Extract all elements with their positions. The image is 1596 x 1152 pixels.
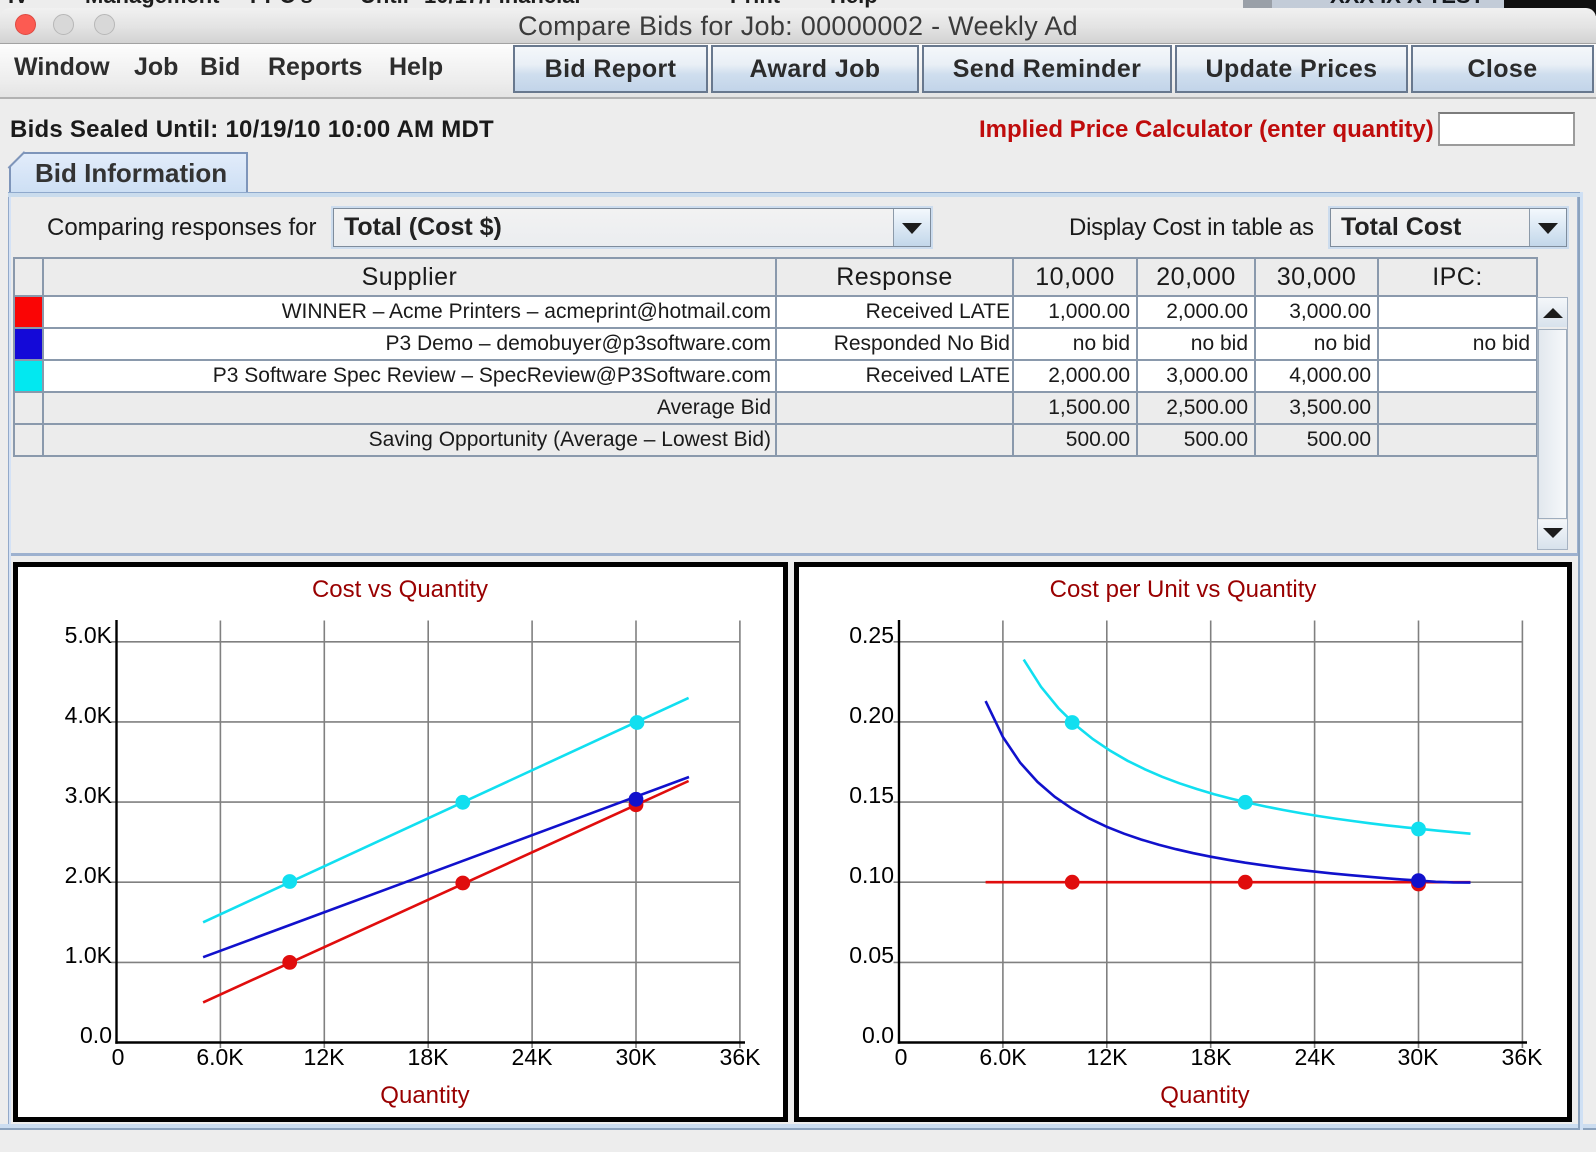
- svg-text:0.05: 0.05: [849, 942, 894, 968]
- svg-text:0: 0: [112, 1044, 125, 1070]
- svg-text:2.0K: 2.0K: [65, 862, 113, 888]
- svg-text:0: 0: [895, 1044, 908, 1070]
- svg-text:24K: 24K: [512, 1044, 554, 1070]
- svg-text:4.0K: 4.0K: [65, 702, 113, 728]
- svg-text:0.20: 0.20: [849, 702, 894, 728]
- svg-text:0.0: 0.0: [862, 1022, 894, 1048]
- svg-text:6.0K: 6.0K: [979, 1044, 1027, 1070]
- svg-text:5.0K: 5.0K: [65, 622, 113, 648]
- svg-text:12K: 12K: [1087, 1044, 1129, 1070]
- svg-text:18K: 18K: [1191, 1044, 1233, 1070]
- svg-text:12K: 12K: [304, 1044, 346, 1070]
- svg-text:0.25: 0.25: [849, 622, 894, 648]
- svg-text:36K: 36K: [720, 1044, 762, 1070]
- svg-text:0.0: 0.0: [80, 1022, 112, 1048]
- svg-text:Cost vs Quantity: Cost vs Quantity: [312, 576, 488, 603]
- svg-text:0.10: 0.10: [849, 862, 894, 888]
- svg-text:24K: 24K: [1295, 1044, 1337, 1070]
- svg-text:1.0K: 1.0K: [65, 942, 113, 968]
- svg-text:3.0K: 3.0K: [65, 782, 113, 808]
- svg-text:18K: 18K: [408, 1044, 450, 1070]
- svg-text:Quantity: Quantity: [380, 1082, 469, 1109]
- svg-text:6.0K: 6.0K: [196, 1044, 244, 1070]
- svg-text:Cost per Unit vs Quantity: Cost per Unit vs Quantity: [1050, 576, 1317, 603]
- svg-text:Quantity: Quantity: [1160, 1082, 1249, 1109]
- svg-text:30K: 30K: [616, 1044, 658, 1070]
- svg-text:0.15: 0.15: [849, 782, 894, 808]
- svg-text:30K: 30K: [1398, 1044, 1440, 1070]
- svg-text:36K: 36K: [1502, 1044, 1544, 1070]
